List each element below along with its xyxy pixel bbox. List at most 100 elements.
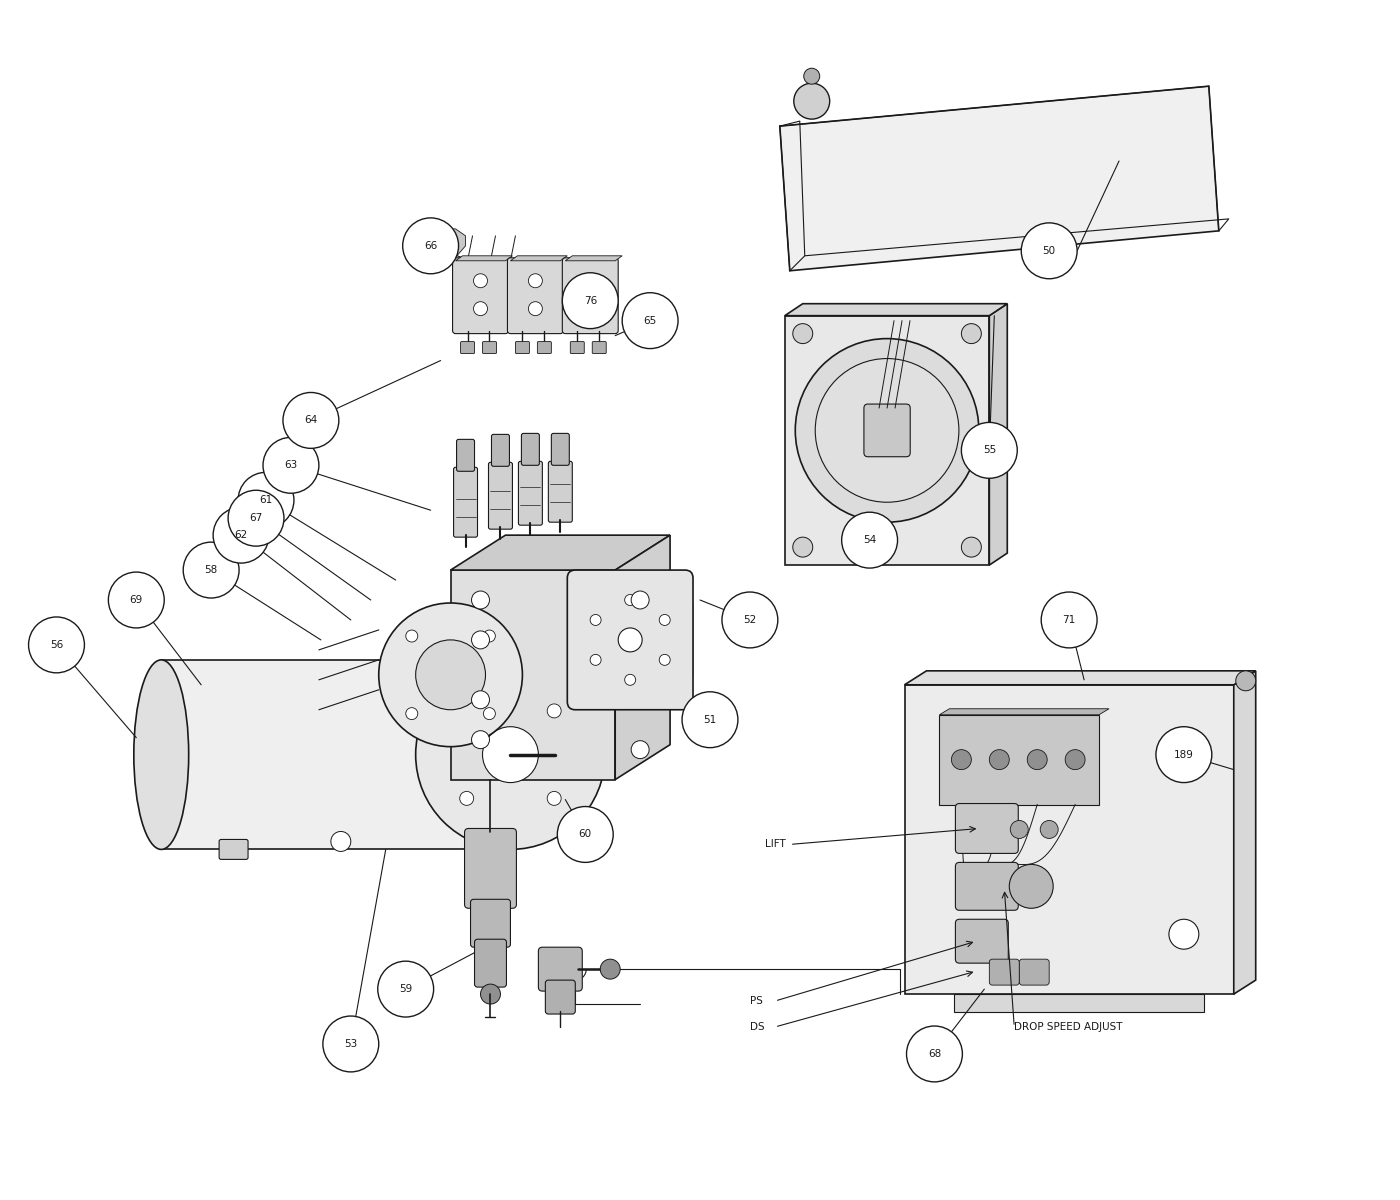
Circle shape [792,538,813,557]
FancyBboxPatch shape [990,959,1019,985]
FancyBboxPatch shape [538,342,552,354]
Circle shape [473,301,487,316]
FancyBboxPatch shape [518,461,542,526]
FancyBboxPatch shape [955,919,1008,964]
FancyBboxPatch shape [563,258,619,334]
FancyBboxPatch shape [592,342,606,354]
Circle shape [228,491,284,546]
Circle shape [631,592,650,608]
Circle shape [952,750,972,769]
Text: 65: 65 [644,316,657,325]
Polygon shape [566,256,622,260]
Circle shape [624,594,636,606]
Circle shape [403,218,459,274]
Circle shape [601,959,620,979]
Circle shape [1236,671,1256,691]
FancyBboxPatch shape [552,433,570,466]
Circle shape [472,631,490,649]
Circle shape [1040,821,1058,839]
Text: 59: 59 [399,984,413,994]
FancyBboxPatch shape [567,570,693,709]
Text: 60: 60 [578,829,592,840]
Polygon shape [511,256,567,260]
FancyBboxPatch shape [470,899,511,947]
Circle shape [238,473,294,528]
Circle shape [472,592,490,608]
Circle shape [591,654,601,665]
Polygon shape [568,568,693,712]
Text: 61: 61 [259,496,273,505]
FancyBboxPatch shape [955,804,1018,853]
Circle shape [584,274,598,288]
FancyBboxPatch shape [546,980,575,1014]
Text: 63: 63 [284,461,298,470]
Polygon shape [1233,671,1256,994]
Circle shape [1011,821,1028,839]
Circle shape [378,961,434,1018]
FancyBboxPatch shape [454,467,477,538]
FancyBboxPatch shape [570,342,584,354]
Circle shape [1156,727,1212,782]
Polygon shape [785,316,990,565]
Circle shape [183,542,239,598]
Circle shape [28,617,84,673]
Circle shape [563,272,619,329]
Circle shape [108,572,164,628]
Circle shape [1042,592,1098,648]
Circle shape [722,592,778,648]
Circle shape [659,614,671,625]
Circle shape [591,614,601,625]
Circle shape [406,630,417,642]
FancyBboxPatch shape [539,947,582,991]
Text: PS: PS [750,996,763,1006]
FancyBboxPatch shape [220,840,248,859]
Circle shape [962,422,1018,479]
Text: 64: 64 [304,415,318,426]
Circle shape [792,324,813,343]
Circle shape [682,691,738,748]
Circle shape [804,68,820,84]
Polygon shape [939,715,1099,804]
FancyBboxPatch shape [491,434,510,467]
Polygon shape [442,229,466,260]
Circle shape [557,806,613,863]
Text: 62: 62 [234,530,248,540]
FancyBboxPatch shape [461,342,475,354]
Text: 52: 52 [743,614,756,625]
Polygon shape [451,535,671,570]
Text: LIFT: LIFT [764,840,785,850]
Polygon shape [990,304,1007,565]
FancyBboxPatch shape [483,342,497,354]
Text: 69: 69 [130,595,143,605]
FancyBboxPatch shape [521,433,539,466]
FancyBboxPatch shape [1019,959,1049,985]
Circle shape [622,293,678,348]
Circle shape [459,704,473,718]
Circle shape [483,630,496,642]
Circle shape [990,750,1009,769]
Text: 189: 189 [1175,750,1194,760]
FancyBboxPatch shape [615,629,680,650]
Polygon shape [904,685,1233,994]
Text: DS: DS [750,1022,764,1032]
Circle shape [473,274,487,288]
Text: 71: 71 [1063,614,1075,625]
Circle shape [1021,223,1077,278]
FancyBboxPatch shape [507,258,563,334]
Circle shape [472,691,490,709]
Circle shape [416,660,605,850]
FancyBboxPatch shape [864,404,910,457]
Polygon shape [615,535,671,780]
FancyBboxPatch shape [515,342,529,354]
Polygon shape [780,86,1219,271]
Circle shape [416,640,486,709]
FancyBboxPatch shape [475,940,507,988]
Circle shape [815,359,959,503]
Circle shape [962,324,981,343]
FancyBboxPatch shape [549,461,573,522]
Circle shape [907,1026,962,1082]
Text: 55: 55 [983,445,995,455]
Circle shape [213,508,269,563]
Text: 67: 67 [249,514,263,523]
Polygon shape [955,994,1204,1012]
